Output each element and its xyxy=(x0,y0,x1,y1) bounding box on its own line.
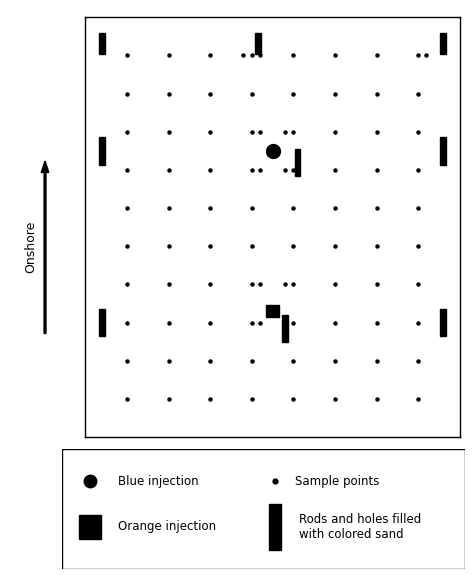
Bar xyxy=(440,33,446,55)
Bar xyxy=(99,309,105,336)
Bar xyxy=(255,33,261,55)
Bar xyxy=(440,137,446,164)
Bar xyxy=(99,33,105,55)
Bar xyxy=(99,137,105,164)
Text: Sample points: Sample points xyxy=(295,474,380,488)
FancyBboxPatch shape xyxy=(62,448,465,569)
Text: Onshore: Onshore xyxy=(24,221,37,274)
Text: Orange injection: Orange injection xyxy=(118,520,216,534)
Bar xyxy=(79,515,101,539)
Bar xyxy=(295,148,300,176)
Text: Blue injection: Blue injection xyxy=(118,474,199,488)
Text: Rods and holes filled
with colored sand: Rods and holes filled with colored sand xyxy=(300,513,421,541)
Bar xyxy=(440,309,446,336)
Bar xyxy=(283,315,288,342)
Bar xyxy=(266,305,279,317)
Bar xyxy=(269,504,281,550)
